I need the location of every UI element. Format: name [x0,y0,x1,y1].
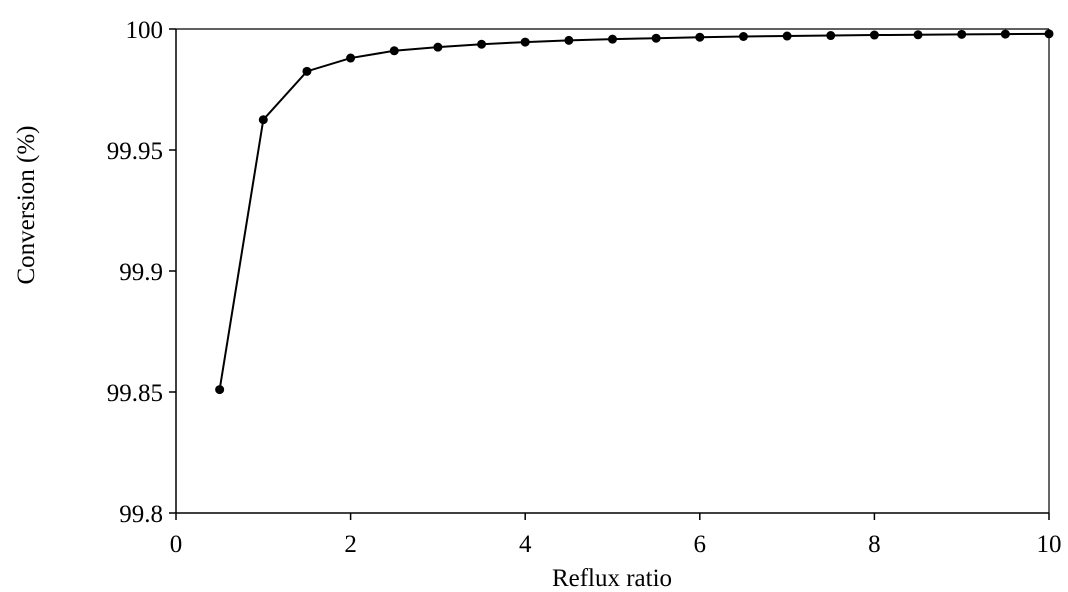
x-tick-label: 2 [344,531,357,558]
y-tick-label: 99.95 [107,138,163,165]
x-tick-label: 10 [1037,531,1062,558]
data-point [477,40,486,49]
x-tick-label: 6 [694,531,707,558]
data-point [826,31,835,40]
x-axis-title: Reflux ratio [552,565,672,592]
data-point [1001,30,1010,39]
series-line [220,34,1049,390]
data-point [346,54,355,63]
data-point [302,67,311,76]
data-point [564,36,573,45]
x-tick-label: 0 [170,531,183,558]
axes [176,29,1049,513]
data-point [652,34,661,43]
y-axis-title: Conversion (%) [13,126,40,285]
data-point [608,35,617,44]
data-point [433,43,442,52]
data-point [390,46,399,55]
data-point [259,115,268,124]
data-point [695,33,704,42]
y-tick-label: 99.9 [119,259,163,286]
data-point [1045,29,1054,38]
y-tick-label: 100 [126,17,164,44]
y-tick-label: 99.8 [119,501,163,528]
x-tick-label: 8 [868,531,881,558]
series [215,29,1053,394]
data-point [783,32,792,41]
data-point [870,31,879,40]
ticks: 99.8 99.85 99.9 99.95 100 0 2 4 6 8 10 [107,17,1062,558]
data-point [521,38,530,47]
data-point [739,32,748,41]
data-point [215,385,224,394]
data-point [957,30,966,39]
x-tick-label: 4 [519,531,532,558]
y-tick-label: 99.85 [107,380,163,407]
data-point [914,30,923,39]
